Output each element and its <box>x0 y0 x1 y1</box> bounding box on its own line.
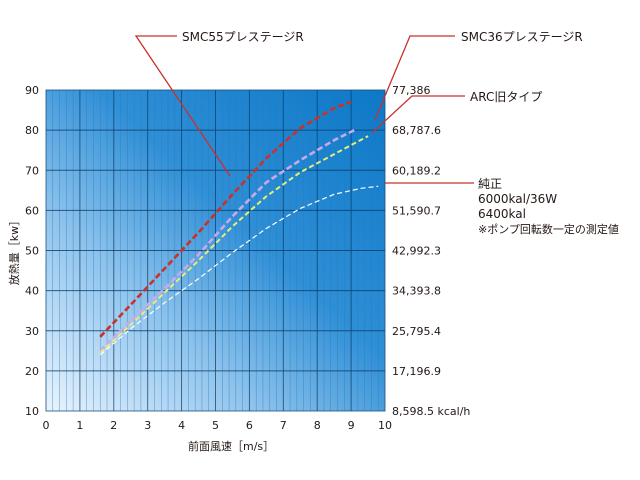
annotation-junsei-spec1: 6000kal/36W <box>478 192 557 206</box>
y2-tick-label: 34,393.8 <box>392 285 441 298</box>
y-tick-label: 20 <box>25 365 39 378</box>
x-tick-label: 8 <box>314 419 321 432</box>
y2-tick-label: 60,189.2 <box>392 164 441 177</box>
annotation-junsei-title: 純正 <box>478 177 502 191</box>
y2-tick-label: 42,992.3 <box>392 245 441 258</box>
y-tick-label: 60 <box>25 204 39 217</box>
x-tick-label: 4 <box>178 419 185 432</box>
grid-major <box>46 90 385 411</box>
y-tick-label: 10 <box>25 405 39 418</box>
x-tick-label: 5 <box>212 419 219 432</box>
y-tick-label: 70 <box>25 164 39 177</box>
y2-tick-label: 25,795.4 <box>392 325 441 338</box>
series-line-arc <box>99 135 369 354</box>
x-tick-label: 6 <box>246 419 253 432</box>
leader-smc55 <box>134 35 231 177</box>
x-tick-label: 7 <box>280 419 287 432</box>
y2-tick-label: 77,386 <box>392 84 431 97</box>
x-tick-label: 1 <box>76 419 83 432</box>
annotation-smc36: SMC36プレステージR <box>461 30 583 44</box>
y2-tick-label: 51,590.7 <box>392 204 441 217</box>
y-tick-labels: 10 20 30 40 50 60 70 80 90 <box>25 84 39 418</box>
x-tick-labels: 0 1 2 3 4 5 6 7 8 9 10 <box>43 419 393 432</box>
y2-tick-labels: 8,598.5 kcal/h 17,196.9 25,795.4 34,393.8 42… <box>392 84 470 418</box>
x-tick-label: 9 <box>348 419 355 432</box>
x-tick-label: 10 <box>378 419 392 432</box>
y-tick-label: 50 <box>25 245 39 258</box>
leader-arc <box>371 95 465 134</box>
y-tick-label: 40 <box>25 285 39 298</box>
y-axis-title: 放熱量［kw］ <box>7 215 21 285</box>
y2-tick-label: 17,196.9 <box>392 365 441 378</box>
annotation-junsei-spec2: 6400kal <box>478 207 526 221</box>
plot-frame <box>45 89 386 412</box>
leader-smc36 <box>374 35 455 121</box>
series-line-smc55r <box>99 100 352 338</box>
y-tick-label: 90 <box>25 84 39 97</box>
series-layer <box>99 100 379 356</box>
x-tick-label: 2 <box>110 419 117 432</box>
x-axis-title: 前面風速［m/s］ <box>188 439 274 453</box>
x-tick-label: 0 <box>43 419 50 432</box>
y2-tick-label: 68,787.6 <box>392 124 441 137</box>
y-tick-label: 80 <box>25 124 39 137</box>
annotation-arc: ARC旧タイプ <box>470 90 542 104</box>
annotation-smc55: SMC55プレステージR <box>182 30 304 44</box>
series-line-series3 <box>99 185 379 356</box>
x-tick-label: 3 <box>144 419 151 432</box>
y2-tick-label: 8,598.5 kcal/h <box>392 405 470 418</box>
series-line-smc36r <box>99 128 356 352</box>
annotation-junsei-note: ※ポンプ回転数一定の測定値 <box>478 222 619 236</box>
y-tick-label: 30 <box>25 325 39 338</box>
